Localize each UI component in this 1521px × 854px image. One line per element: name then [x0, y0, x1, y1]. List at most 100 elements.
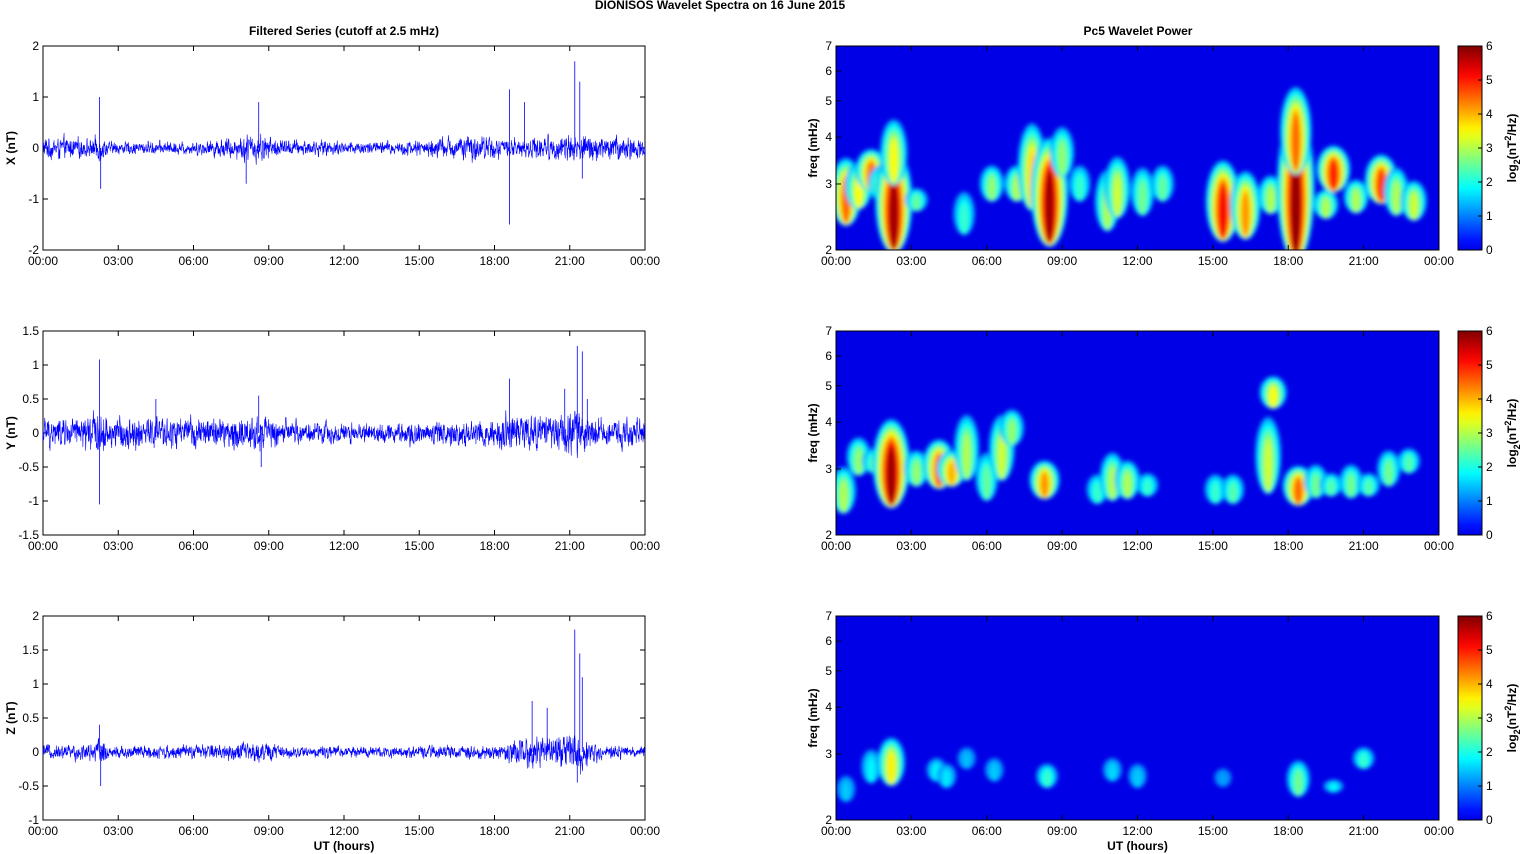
- spectrum-y-colorbar-label: log2(nT2/Hz): [1503, 399, 1521, 468]
- series-y-xtick-label: 00:00: [630, 539, 660, 553]
- spectrum-x-xtick-label: 15:00: [1198, 254, 1228, 268]
- spectrum-z-colorbar-tick-label: 3: [1486, 711, 1493, 725]
- series-x-ytick-label: 1: [32, 90, 39, 104]
- series-z-axes-box: [42, 615, 646, 821]
- spectrum-y-blob: [1405, 455, 1412, 473]
- spectrum-y-blob: [1348, 474, 1355, 498]
- series-x-ytick-label: 0: [32, 141, 39, 155]
- series-x-xtick-label: 00:00: [28, 254, 58, 268]
- spectrum-y-xtick-label: 09:00: [1047, 539, 1077, 553]
- spectrum-z-ytick-label: 7: [825, 609, 832, 623]
- spectrum-y-ytick-label: 5: [825, 379, 832, 393]
- spectrum-z-blob: [1360, 753, 1367, 769]
- series-x-xtick-label: 06:00: [178, 254, 208, 268]
- spectrum-x-blob: [988, 176, 995, 201]
- spectrum-y-colorbar-tick-label: 2: [1486, 460, 1493, 474]
- spectrum-y-blob: [1229, 482, 1237, 503]
- spectrum-y-ytick-label: 4: [825, 415, 832, 429]
- spectrum-x-xtick-label: 18:00: [1273, 254, 1303, 268]
- series-y-xtick-label: 00:00: [28, 539, 58, 553]
- spectrum-z-blob: [1134, 770, 1141, 788]
- series-y-ytick-label: 0.5: [22, 392, 39, 406]
- series-x-xtick-label: 12:00: [329, 254, 359, 268]
- spectrum-y-colorbar-tick-label: 0: [1486, 528, 1493, 542]
- series-z-xtick-label: 03:00: [103, 824, 133, 838]
- spectrum-x-blob: [1114, 175, 1121, 217]
- spectrum-z-blobs: [836, 737, 1375, 802]
- spectrum-y-xtick-label: 21:00: [1349, 539, 1379, 553]
- series-y-ytick-label: -1: [28, 494, 39, 508]
- spectrum-x-ytick-label: 4: [825, 130, 832, 144]
- spectrum-x-blob: [1329, 160, 1337, 191]
- spectrum-x-ytick-label: 2: [825, 243, 832, 257]
- spectrum-x-blob: [1045, 172, 1054, 243]
- spectrum-z-blob: [991, 764, 998, 781]
- series-x-ytick-label: -1: [28, 192, 39, 206]
- series-y-xtick-label: 21:00: [555, 539, 585, 553]
- spectrum-z-xtick-label: 12:00: [1122, 824, 1152, 838]
- spectrum-y-blob: [963, 434, 970, 479]
- spectrum-x-ytick-label: 6: [825, 64, 832, 78]
- series-y-ytick-label: -1.5: [18, 528, 39, 542]
- spectrum-z-blob: [1330, 783, 1337, 793]
- series-z-xtick-label: 06:00: [178, 824, 208, 838]
- spectrum-z-ylabel: freq (mHz): [806, 688, 820, 747]
- spectrum-y-blob: [1041, 472, 1048, 498]
- spectrum-y-xtick-label: 03:00: [896, 539, 926, 553]
- series-y-xtick-label: 09:00: [254, 539, 284, 553]
- spectrum-z-colorbar-tick-label: 2: [1486, 745, 1493, 759]
- spectrum-y-blob: [1294, 478, 1302, 505]
- spectrum-y-colorbar-tick-label: 3: [1486, 426, 1493, 440]
- spectrum-y-colorbar-tick-label: 5: [1486, 358, 1493, 372]
- spectrum-y-ytick-label: 3: [825, 462, 832, 476]
- series-z-ytick-label: 0: [32, 745, 39, 759]
- spectrum-x-blob: [1292, 160, 1300, 250]
- spectrum-y-blob: [1008, 420, 1015, 445]
- spectrum-z-colorbar-label: log2(nT2/Hz): [1503, 684, 1521, 753]
- spectrum-y-blob: [948, 461, 955, 486]
- series-y-xtick-label: 12:00: [329, 539, 359, 553]
- series-y-ytick-label: -0.5: [18, 460, 39, 474]
- spectrum-y-blob: [998, 435, 1005, 479]
- series-x-trace: [42, 133, 646, 165]
- series-x-ytick-label: -2: [28, 243, 39, 257]
- spectrum-z-blob: [1219, 773, 1227, 787]
- series-y-trace: [42, 410, 646, 458]
- spectrum-z-ytick-label: 2: [825, 813, 832, 827]
- spectrum-y-blob: [1144, 479, 1151, 496]
- spectrum-y-colorbar-tick-label: 1: [1486, 494, 1493, 508]
- series-y-ytick-label: 1.5: [22, 324, 39, 338]
- spectrum-x-blob: [1393, 182, 1400, 215]
- spectrum-y-xtick-label: 00:00: [821, 539, 851, 553]
- spectrum-z-xtick-label: 00:00: [821, 824, 851, 838]
- spectrum-y-blob: [1270, 386, 1277, 408]
- spectrum-x-colorbar-tick-label: 5: [1486, 73, 1493, 87]
- spectrum-z-xtick-label: 18:00: [1273, 824, 1303, 838]
- spectrum-z-background: [836, 616, 1439, 820]
- spectrum-x-colorbar-tick-label: 0: [1486, 243, 1493, 257]
- series-z-xtick-label: 00:00: [630, 824, 660, 838]
- spectrum-x-blob: [1242, 192, 1249, 237]
- series-y-xtick-label: 03:00: [103, 539, 133, 553]
- series-y-ylabel: Y (nT): [4, 416, 18, 450]
- series-x-xtick-label: 15:00: [404, 254, 434, 268]
- spectrum-x-blob: [1267, 187, 1274, 213]
- series-x-xtick-label: 18:00: [479, 254, 509, 268]
- spectrum-x-blob: [1059, 142, 1066, 176]
- spectrum-y-xtick-label: 06:00: [972, 539, 1002, 553]
- series-y-xtick-label: 15:00: [404, 539, 434, 553]
- spectrum-x-xtick-label: 12:00: [1122, 254, 1152, 268]
- series-z-ytick-label: 1.5: [22, 643, 39, 657]
- series-z-ytick-label: -1: [28, 813, 39, 827]
- spectrum-y-colorbar-tick-label: 4: [1486, 392, 1493, 406]
- spectrum-y-blob: [1312, 474, 1319, 498]
- spectrum-x-background: [836, 46, 1439, 250]
- spectrum-x-blob: [890, 139, 897, 183]
- spectrum-x-xtick-label: 21:00: [1349, 254, 1379, 268]
- spectrum-z-blob: [963, 752, 970, 769]
- spectrum-x-blob: [1353, 189, 1360, 213]
- series-x-xtick-label: 21:00: [555, 254, 585, 268]
- series-z-xtick-label: 09:00: [254, 824, 284, 838]
